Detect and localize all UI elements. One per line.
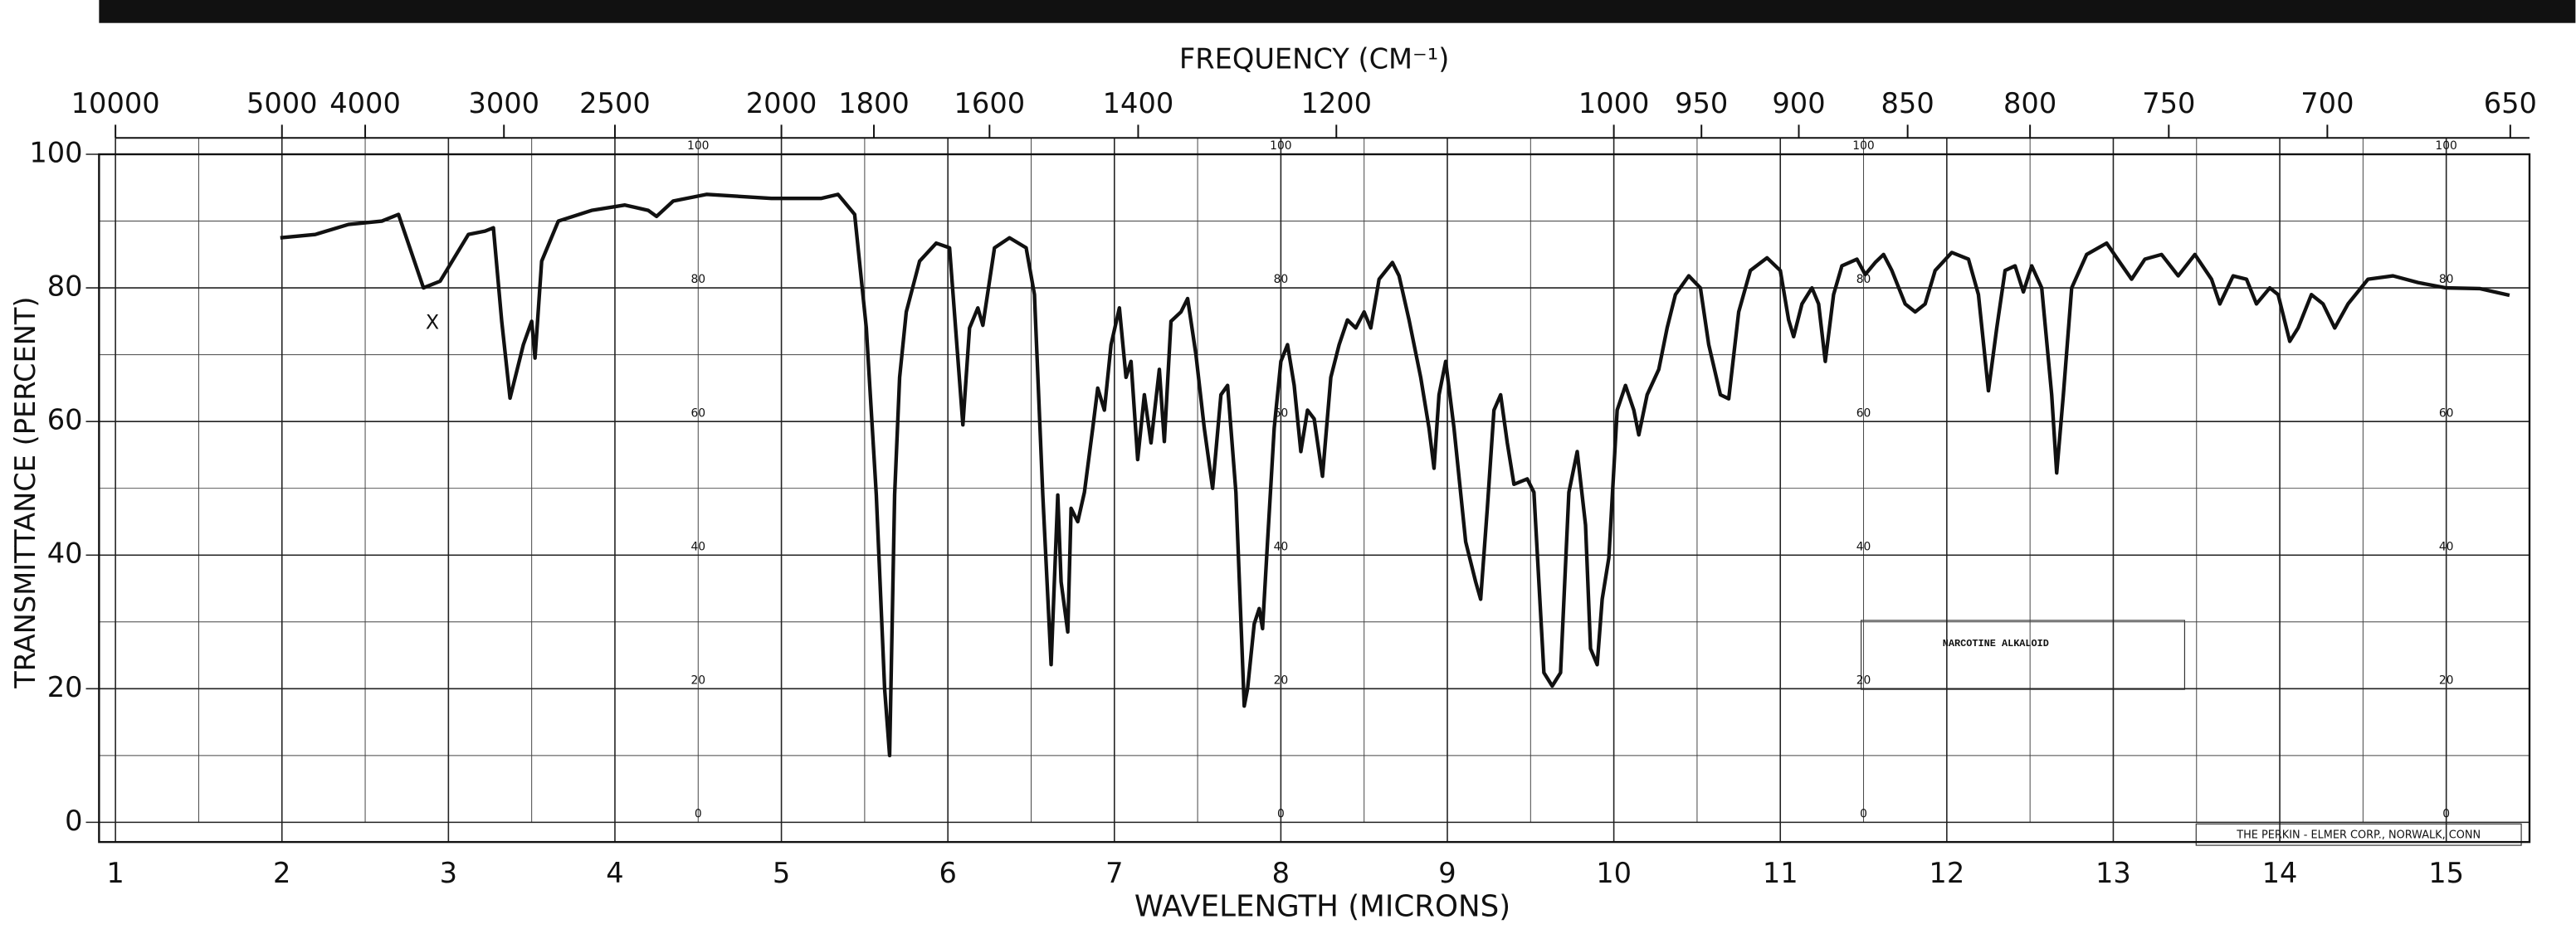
x2-tick-label: 2000 <box>746 87 817 119</box>
x-tick-label: 7 <box>1105 857 1123 889</box>
y-tick-label: 100 <box>29 137 82 169</box>
x-tick-label: 4 <box>606 857 623 889</box>
inner-y-tick-label: 0 <box>1860 807 1867 820</box>
x2-tick-label: 2500 <box>579 87 651 119</box>
x-tick-label: 12 <box>1929 857 1964 889</box>
maker-text: THE PERKIN - ELMER CORP., NORWALK, CONN <box>2236 829 2481 842</box>
inner-y-tick-label: 60 <box>1856 406 1871 420</box>
inner-y-tick-label: 100 <box>1270 139 1291 153</box>
inner-y-tick-label: 40 <box>2439 540 2454 553</box>
x2-tick-label: 950 <box>1675 87 1728 119</box>
x-tick-label: 13 <box>2095 857 2131 889</box>
plot-frame <box>98 153 2531 844</box>
x2-tick-label: 1200 <box>1300 87 1372 119</box>
y-tick-label: 20 <box>47 671 83 703</box>
x-tick-label: 10 <box>1596 857 1632 889</box>
inner-y-tick-label: 80 <box>690 273 705 286</box>
inner-y-tick-label: 0 <box>695 807 702 820</box>
x2-tick-label: 5000 <box>246 87 318 119</box>
x2-tick-label: 1000 <box>1578 87 1650 119</box>
y-tick-label: 60 <box>47 404 83 436</box>
annotation-mark: X <box>426 310 439 333</box>
inner-y-tick-label: 100 <box>2435 139 2456 153</box>
x2-tick-label: 1400 <box>1103 87 1174 119</box>
x-tick-label: 1 <box>106 857 124 889</box>
x-tick-label: 14 <box>2262 857 2298 889</box>
x-axis-title: WAVELENGTH (MICRONS) <box>1134 889 1510 923</box>
x2-tick-label: 10000 <box>71 87 160 119</box>
x2-tick-label: 850 <box>1881 87 1934 119</box>
x-tick-label: 9 <box>1438 857 1456 889</box>
inner-y-tick-label: 100 <box>1852 139 1874 153</box>
inner-y-tick-label: 80 <box>1274 273 1289 286</box>
annotation-text: NARCOTINE ALKALOID <box>1943 638 2049 649</box>
inner-y-tick-label: 20 <box>1856 674 1871 687</box>
inner-y-tick-label: 20 <box>1274 674 1289 687</box>
inner-y-tick-label: 0 <box>2442 807 2450 820</box>
y-tick-label: 40 <box>47 537 83 570</box>
x2-tick-label: 800 <box>2003 87 2056 119</box>
y-tick-label: 0 <box>65 805 82 837</box>
y-axis-title: TRANSMITTANCE (PERCENT) <box>9 296 41 688</box>
inner-y-tick-label: 20 <box>2439 674 2454 687</box>
x-tick-label: 11 <box>1763 857 1798 889</box>
x2-tick-label: 1800 <box>838 87 910 119</box>
annotation-box <box>1861 620 2186 690</box>
x-tick-label: 6 <box>939 857 956 889</box>
inner-y-tick-label: 100 <box>687 139 709 153</box>
inner-y-tick-label: 20 <box>690 674 705 687</box>
x2-tick-label: 1600 <box>954 87 1026 119</box>
top-band <box>99 0 2576 23</box>
spectrum-line <box>280 192 2510 758</box>
x-tick-label: 5 <box>773 857 790 889</box>
x2-tick-label: 4000 <box>329 87 401 119</box>
inner-y-tick-label: 80 <box>1856 273 1871 286</box>
x2-tick-label: 700 <box>2300 87 2354 119</box>
inner-y-tick-label: 60 <box>690 406 705 420</box>
x-tick-label: 3 <box>440 857 457 889</box>
x-tick-label: 15 <box>2428 857 2464 889</box>
x2-tick-label: 900 <box>1772 87 1825 119</box>
inner-y-tick-label: 40 <box>1856 540 1871 553</box>
inner-y-tick-label: 80 <box>2439 273 2454 286</box>
x2-tick-label: 3000 <box>468 87 539 119</box>
x2-tick-label: 750 <box>2142 87 2195 119</box>
inner-y-tick-label: 60 <box>2439 406 2454 420</box>
x2-axis-title: FREQUENCY (CM⁻¹) <box>1179 43 1450 75</box>
inner-y-tick-label: 40 <box>1274 540 1289 553</box>
y-tick-label: 80 <box>47 270 83 303</box>
x2-tick-label: 650 <box>2484 87 2537 119</box>
inner-y-tick-label: 40 <box>690 540 705 553</box>
x-tick-label: 2 <box>273 857 290 889</box>
inner-y-tick-label: 0 <box>1277 807 1285 820</box>
x-tick-label: 8 <box>1272 857 1290 889</box>
